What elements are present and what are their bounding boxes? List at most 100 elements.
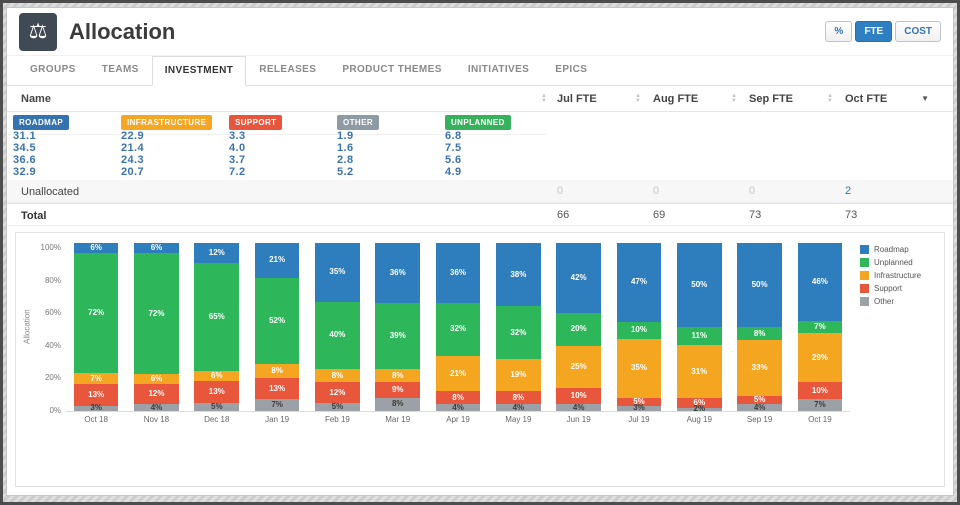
bar-segment-other[interactable]: 7% — [254, 399, 300, 411]
bar-segment-support[interactable]: 8% — [496, 391, 541, 405]
bar-segment-roadmap[interactable]: 50% — [737, 243, 782, 327]
bar-segment-unplanned[interactable]: 20% — [556, 312, 601, 347]
bar-segment-other[interactable]: 5% — [194, 402, 240, 411]
bar-segment-support[interactable]: 13% — [73, 384, 119, 406]
table-row-unallocated[interactable]: Unallocated 0 0 0 2 — [7, 180, 953, 203]
view-toggle-cost[interactable]: COST — [895, 21, 941, 42]
bar-segment-unplanned[interactable]: 52% — [254, 277, 300, 365]
tab-groups[interactable]: GROUPS — [30, 64, 76, 75]
bar-segment-infrastructure[interactable]: 19% — [496, 359, 541, 392]
stacked-bar[interactable]: 36% 32% 21% 8% 4% — [435, 243, 481, 411]
bar-segment-roadmap[interactable]: 38% — [496, 243, 541, 307]
stacked-bar[interactable]: 50% 8% 33% 5% 4% — [737, 243, 782, 411]
bar-segment-other[interactable]: 4% — [435, 403, 481, 411]
tab-epics[interactable]: EPICS — [555, 64, 588, 75]
view-toggle-percent[interactable]: % — [825, 21, 853, 42]
bar-segment-roadmap[interactable]: 47% — [616, 243, 662, 322]
table-row-other[interactable]: OTHER 1.9 1.6 2.8 5.2 — [331, 112, 439, 178]
stacked-bar[interactable]: 12% 65% 6% 13% 5% — [194, 243, 240, 411]
legend-item-roadmap[interactable]: Roadmap — [860, 245, 938, 254]
bar-segment-support[interactable]: 9% — [375, 382, 421, 398]
bar-segment-roadmap[interactable]: 46% — [797, 243, 843, 322]
legend-item-support[interactable]: Support — [860, 284, 938, 293]
bar-segment-support[interactable]: 10% — [797, 382, 843, 400]
bar-segment-support[interactable]: 5% — [737, 396, 782, 405]
stacked-bar[interactable]: 35% 40% 8% 12% 5% — [315, 243, 360, 411]
bar-segment-unplanned[interactable]: 72% — [134, 253, 179, 375]
bar-segment-infrastructure[interactable]: 21% — [435, 356, 481, 392]
bar-segment-other[interactable]: 2% — [676, 405, 722, 413]
bar-segment-unplanned[interactable]: 11% — [676, 327, 722, 346]
tab-releases[interactable]: RELEASES — [259, 64, 317, 75]
bar-segment-support[interactable]: 12% — [134, 384, 179, 405]
stacked-bar[interactable]: 6% 72% 6% 12% 4% — [134, 243, 179, 411]
bar-segment-roadmap[interactable]: 36% — [375, 243, 421, 304]
bar-segment-infrastructure[interactable]: 29% — [797, 332, 843, 383]
column-header-jul-fte[interactable]: Jul FTE ▲ ▼ — [557, 93, 653, 105]
bar-segment-other[interactable]: 4% — [556, 403, 601, 411]
bar-segment-other[interactable]: 3% — [616, 404, 662, 412]
sort-toggle-icon[interactable]: ▲ ▼ — [731, 93, 737, 104]
bar-segment-infrastructure[interactable]: 31% — [676, 345, 722, 398]
bar-segment-infrastructure[interactable]: 7% — [73, 372, 119, 385]
stacked-bar[interactable]: 50% 11% 31% 6% 2% — [676, 243, 722, 413]
bar-segment-other[interactable]: 4% — [737, 403, 782, 411]
sort-toggle-icon[interactable]: ▲ ▼ — [541, 93, 547, 104]
legend-item-infrastructure[interactable]: Infrastructure — [860, 271, 938, 280]
bar-segment-support[interactable]: 13% — [254, 377, 300, 400]
column-header-sep-fte[interactable]: Sep FTE ▲ ▼ — [749, 93, 845, 105]
tab-initiatives[interactable]: INITIATIVES — [467, 64, 530, 75]
legend-item-other[interactable]: Other — [860, 297, 938, 306]
bar-segment-roadmap[interactable]: 12% — [194, 243, 240, 263]
bar-segment-infrastructure[interactable]: 6% — [194, 371, 240, 382]
bar-segment-roadmap[interactable]: 6% — [73, 243, 119, 253]
bar-segment-other[interactable]: 8% — [375, 397, 421, 411]
bar-segment-unplanned[interactable]: 8% — [737, 327, 782, 341]
bar-segment-roadmap[interactable]: 36% — [435, 243, 481, 303]
bar-segment-infrastructure[interactable]: 33% — [737, 340, 782, 396]
bar-segment-unplanned[interactable]: 10% — [616, 321, 662, 339]
bar-segment-other[interactable]: 7% — [797, 399, 843, 411]
bar-segment-unplanned[interactable]: 65% — [194, 262, 240, 372]
stacked-bar[interactable]: 21% 52% 8% 13% 7% — [254, 243, 300, 411]
tab-teams[interactable]: TEAMS — [101, 64, 139, 75]
bar-segment-roadmap[interactable]: 6% — [134, 243, 179, 254]
stacked-bar[interactable]: 42% 20% 25% 10% 4% — [556, 243, 601, 411]
stacked-bar[interactable]: 46% 7% 29% 10% 7% — [797, 243, 843, 411]
stacked-bar[interactable]: 6% 72% 7% 13% 3% — [73, 243, 119, 412]
tab-investment[interactable]: INVESTMENT — [151, 56, 247, 86]
bar-segment-other[interactable]: 3% — [73, 404, 119, 412]
bar-segment-roadmap[interactable]: 35% — [315, 243, 360, 302]
bar-segment-support[interactable]: 10% — [556, 387, 601, 405]
bar-segment-unplanned[interactable]: 32% — [496, 306, 541, 360]
stacked-bar[interactable]: 36% 39% 8% 9% 8% — [375, 243, 421, 411]
stacked-bar[interactable]: 47% 10% 35% 5% 3% — [616, 243, 662, 412]
bar-segment-infrastructure[interactable]: 6% — [134, 374, 179, 385]
sort-toggle-icon[interactable]: ▲ ▼ — [635, 93, 641, 104]
bar-segment-unplanned[interactable]: 32% — [435, 302, 481, 357]
sort-toggle-icon[interactable]: ▲ ▼ — [827, 93, 833, 104]
bar-segment-support[interactable]: 12% — [315, 382, 360, 403]
bar-segment-other[interactable]: 5% — [315, 402, 360, 411]
bar-segment-support[interactable]: 8% — [435, 391, 481, 405]
column-header-aug-fte[interactable]: Aug FTE ▲ ▼ — [653, 93, 749, 105]
column-header-name[interactable]: Name ▲ ▼ — [21, 93, 557, 105]
bar-segment-infrastructure[interactable]: 8% — [254, 364, 300, 378]
bar-segment-unplanned[interactable]: 7% — [797, 321, 843, 333]
bar-segment-support[interactable]: 6% — [676, 397, 722, 408]
legend-item-unplanned[interactable]: Unplanned — [860, 258, 938, 267]
table-row-roadmap[interactable]: ROADMAP 31.1 34.5 36.6 32.9 — [7, 112, 115, 178]
column-header-oct-fte[interactable]: Oct FTE ▼ — [845, 93, 941, 105]
table-row-unplanned[interactable]: UNPLANNED 6.8 7.5 5.6 4.9 — [439, 112, 547, 178]
bar-segment-unplanned[interactable]: 39% — [375, 303, 421, 369]
bar-segment-support[interactable]: 13% — [194, 381, 240, 403]
sort-desc-icon[interactable]: ▼ — [921, 94, 929, 103]
bar-segment-infrastructure[interactable]: 8% — [375, 368, 421, 383]
bar-segment-unplanned[interactable]: 40% — [315, 301, 360, 369]
bar-segment-roadmap[interactable]: 50% — [676, 243, 722, 327]
stacked-bar[interactable]: 38% 32% 19% 8% 4% — [496, 243, 541, 411]
bar-segment-infrastructure[interactable]: 8% — [315, 368, 360, 383]
bar-segment-other[interactable]: 4% — [496, 403, 541, 411]
table-row-infrastructure[interactable]: INFRASTRUCTURE 22.9 21.4 24.3 20.7 — [115, 112, 223, 178]
table-row-support[interactable]: SUPPORT 3.3 4.0 3.7 7.2 — [223, 112, 331, 178]
